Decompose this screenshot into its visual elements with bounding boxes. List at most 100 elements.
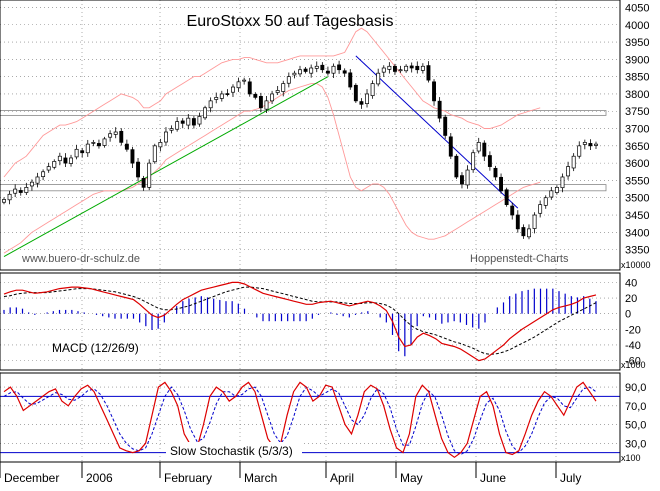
candle-body [404,65,409,72]
candle-body [499,176,504,192]
stoch-tick-label: 70,0 [625,401,646,413]
candle-body [35,176,40,184]
bollinger-upper-line [3,27,541,178]
price-tick-label: 3450 [625,210,649,222]
price-tick-label: 3600 [625,158,649,170]
candle-body [387,65,392,70]
candle-body [63,157,68,164]
candle-body [264,100,269,110]
price-tick-label: 3550 [625,175,649,187]
candle-body [85,143,90,154]
stoch-unit-label: x100 [621,453,641,463]
candle-body [504,189,509,205]
candle-body [91,142,96,144]
candle-body [594,143,598,146]
candle-body [2,199,6,203]
watermark-left: www.buero-dr-schulz.de [21,253,140,265]
candle-body [566,166,571,177]
candle-body [57,155,62,162]
price-tick-label: 3400 [625,227,649,239]
candle-body [253,93,258,98]
stoch-panel-label: Slow Stochastik (5/3/3) [170,444,293,458]
candle-body [493,167,498,178]
candle-body [136,161,140,178]
candle-body [538,204,543,214]
candle-body [186,117,191,126]
stoch-d-line [3,386,597,456]
candle-body [74,148,79,158]
stoch-frame [0,372,621,463]
candle-body [460,175,464,185]
x-tick-label: July [560,471,581,485]
price-tick-label: 4000 [625,20,649,32]
stoch-k-line [3,381,597,459]
candle-body [270,93,275,102]
candle-body [415,65,420,71]
support-band [0,184,607,192]
candle-body [191,118,196,126]
price-unit-label: x10000 [621,260,651,270]
candle-body [46,166,51,171]
macd-tick-label: 0 [625,309,631,321]
candle-body [365,93,369,104]
candle-body [119,130,124,143]
resistance-band [0,110,607,116]
candle-body [543,197,548,206]
candle-body [582,142,587,145]
candle-body [52,161,57,168]
candle-body [108,133,113,138]
candle-body [236,81,241,89]
candle-body [113,131,118,135]
candle-body [292,72,297,76]
candle-body [454,155,459,178]
candle-body [337,64,342,71]
price-tick-label: 3500 [625,193,649,205]
candle-body [348,72,353,88]
candle-body [275,90,280,93]
candle-body [510,205,515,216]
stochastic-panel: Slow Stochastik (5/3/3) [0,381,620,459]
candle-body [231,86,235,93]
candle-body [69,157,73,164]
macd-frame [0,272,621,371]
candle-body [247,81,252,95]
stoch-tick-label: 30,0 [625,438,646,450]
candle-body [203,107,208,119]
macd-tick-label: -40 [625,340,641,352]
candle-body [376,72,381,85]
candle-body [175,121,180,130]
candle-body [409,65,414,69]
axes: 3350 3400 3450 3500 3550 3600 3650 3700 3750 3800… [0,0,651,485]
candle-body [303,68,308,72]
candle-body [571,155,576,169]
candle-body [158,142,163,148]
x-tick-label: 2006 [86,471,113,485]
candle-body [588,143,593,147]
candle-body [398,69,403,72]
candle-body [219,93,224,99]
candle-body [225,93,230,95]
candle-body [286,76,291,84]
candle-body [342,70,347,74]
candle-body [370,83,375,97]
x-tick-label: December [4,471,59,485]
candle-body [353,84,358,102]
candle-body [527,228,531,238]
candle-body [96,143,101,147]
candle-body [13,188,18,194]
candle-body [24,187,29,193]
x-tick-label: March [244,471,277,485]
stoch-tick-label: 50,0 [625,420,646,432]
candle-body [102,138,107,146]
candle-body [560,176,565,189]
price-tick-label: 3750 [625,106,649,118]
macd-panel: MACD (12/26/9) [3,281,597,362]
candle-body [169,128,174,131]
candle-body [549,190,554,198]
candle-body [392,65,397,72]
candle-body [208,100,213,109]
candle-body [7,193,12,201]
candle-body [214,97,219,100]
